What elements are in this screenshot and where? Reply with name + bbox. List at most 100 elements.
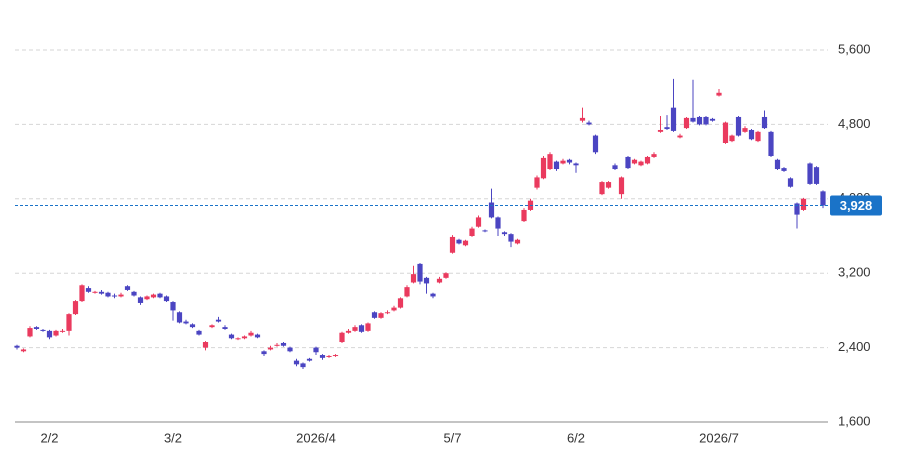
candle-body [306,358,313,361]
candle-body [345,330,352,333]
candle-body [521,209,527,222]
candle-body [118,294,124,297]
candle-body [14,345,20,348]
candle-body [254,334,261,338]
candle-body [501,232,508,235]
candle-body [202,342,209,348]
candle-body [417,263,423,282]
candle-body [209,325,215,328]
y-tick-label: 2,400 [838,339,871,354]
candle-body [79,285,85,302]
x-tick-label: 2026/7 [699,430,739,445]
candle-body [332,355,339,357]
candle-body [365,323,371,331]
candle-body [625,156,631,169]
candle-body [27,328,33,337]
candle-body [410,274,417,283]
candle-body [469,228,475,236]
candle-body [709,118,716,121]
candle-body [371,312,378,318]
candle-body [105,292,111,297]
candle-body [176,312,183,323]
y-tick-label: 4,800 [838,116,871,131]
candle-body [150,294,157,298]
candle-body [748,129,755,140]
candle-body [163,296,170,302]
candle-body [111,295,118,297]
candle-body [124,286,131,290]
candle-body [761,116,768,129]
candle-body [261,351,267,355]
candle-body [729,135,735,142]
y-tick-label: 1,600 [838,413,871,428]
candle-body [313,347,319,353]
candle-body [170,302,176,311]
candle-body [85,288,92,292]
candle-body [378,313,384,318]
candle-body [573,163,579,166]
candle-body [560,160,566,164]
candle-body [183,321,189,324]
candle-body [423,277,430,284]
candle-body [482,230,488,232]
candle-body [605,182,612,188]
candle-body [443,273,449,278]
candle-body [787,178,794,187]
candle-body [137,297,144,303]
candle-body [293,360,300,365]
candle-body [384,312,391,314]
x-tick-label: 5/7 [443,430,461,445]
candle-body [358,325,365,332]
candle-body [657,129,664,132]
candle-body [475,217,482,227]
candle-body [339,332,345,343]
last-price-badge [830,195,882,216]
candle-body [742,128,748,132]
candle-body [670,107,677,131]
candle-body [131,291,137,296]
candle-body [53,330,59,336]
candle-body [553,161,560,170]
candle-body [59,330,66,332]
candle-body [768,131,774,157]
candle-body [735,116,742,136]
candle-body [287,347,293,352]
candle-body [514,239,521,244]
candle-body [20,349,27,352]
candle-body [46,330,53,338]
last-price-label: 3,928 [840,198,873,213]
candle-body [781,168,787,171]
candle-body [612,165,618,170]
candle-body [508,234,514,242]
candle-body [696,116,703,125]
candle-body [319,355,326,358]
y-tick-label: 5,600 [838,41,871,56]
candle-body [534,177,540,188]
candle-body [40,329,46,331]
candle-body [157,293,163,298]
candle-body [618,177,625,195]
candle-body [592,135,599,153]
candle-body [267,347,274,350]
candle-body [280,342,287,346]
candle-body [404,287,410,297]
candle-body [66,314,72,331]
candle-body [462,240,469,246]
candle-body [800,198,807,210]
candle-body [651,154,657,157]
candle-body [189,324,196,328]
candle-body [547,154,553,170]
candle-body [813,167,820,184]
candle-body [222,327,228,329]
x-tick-label: 3/2 [164,430,182,445]
candle-body [540,157,547,179]
candle-body [274,344,280,346]
candle-body [716,92,722,96]
candle-body [300,363,306,368]
candle-body [566,159,573,163]
candle-body [586,122,592,125]
candle-body [449,236,456,253]
x-tick-label: 6/2 [567,430,585,445]
candle-body [326,355,332,357]
